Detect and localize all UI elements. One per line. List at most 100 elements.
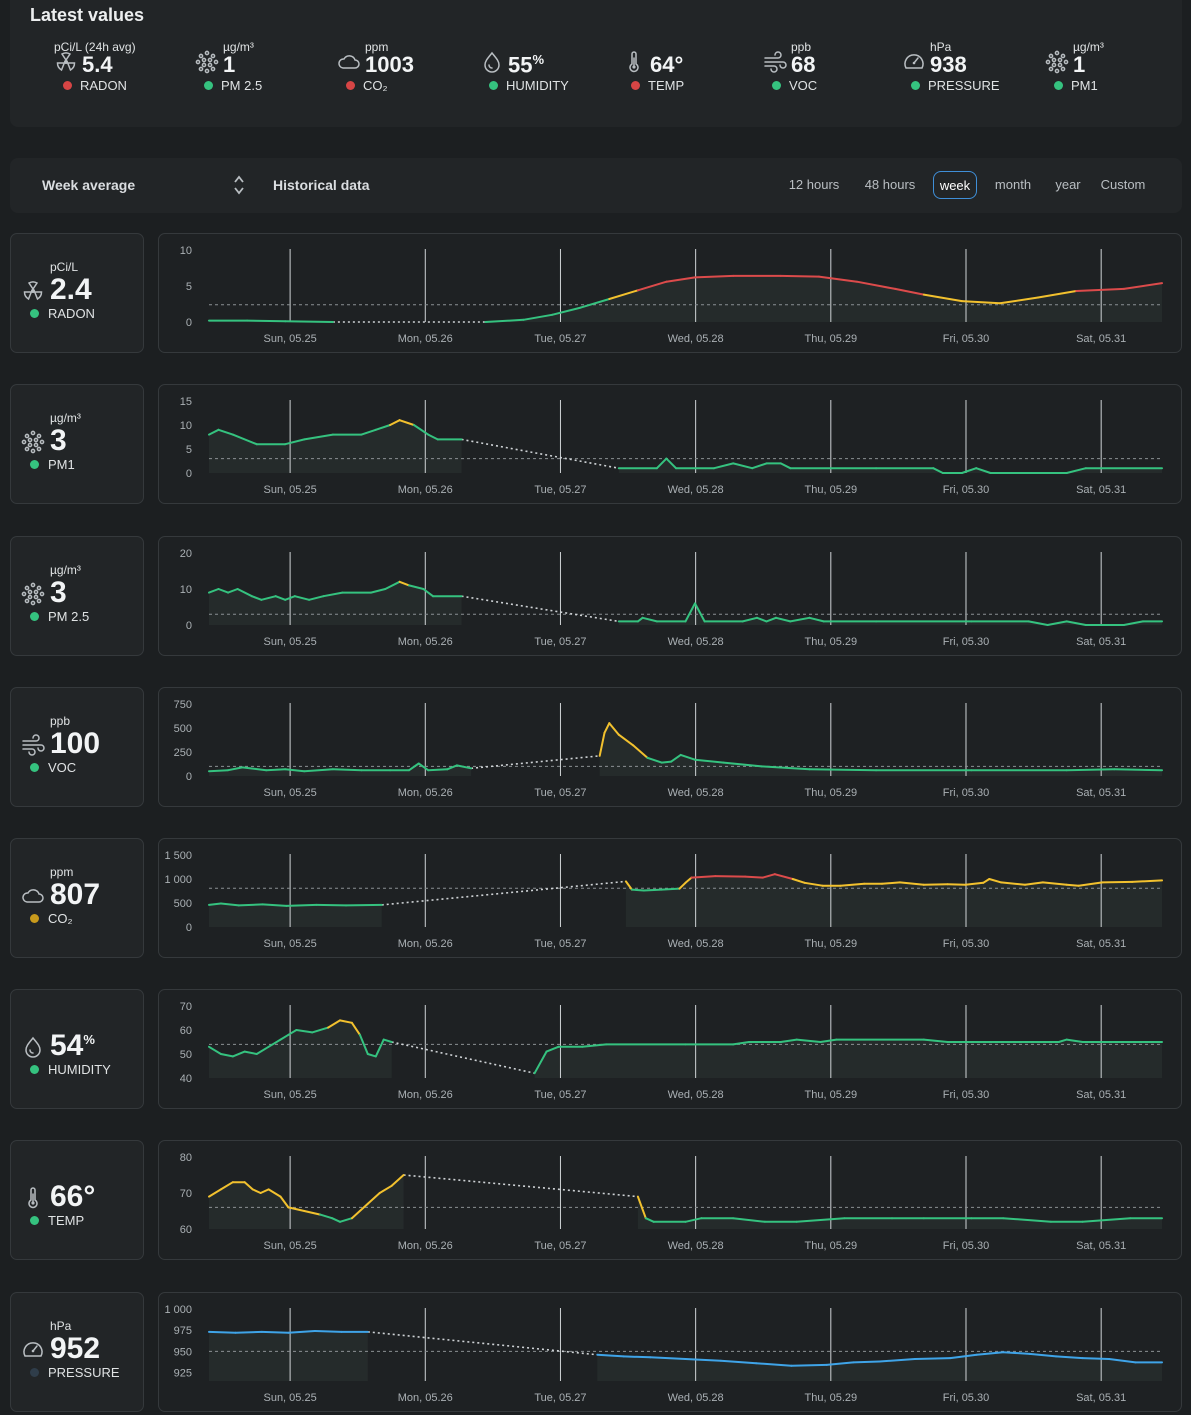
latest-pm1[interactable]: µg/m³ 1 PM1 [1045, 40, 1175, 100]
data-line [819, 1038, 838, 1043]
data-line [237, 903, 264, 907]
chart-pm25[interactable]: Sun, 05.25 Mon, 05.26 Tue, 05.27 Wed, 05.28… [158, 536, 1182, 656]
data-line [679, 753, 696, 761]
latest-radon[interactable]: pCi/L (24h avg) 5.4 RADON [54, 40, 184, 100]
chart-svg: Sun, 05.25 Mon, 05.26 Tue, 05.27 Wed, 05.28… [180, 245, 1163, 345]
thermometer-icon [21, 1186, 45, 1210]
latest-values-panel: Latest values pCi/L (24h avg) 5.4 RADON µg/… [10, 0, 1182, 127]
data-line [1108, 1358, 1137, 1364]
range-week[interactable]: week [933, 171, 977, 199]
y-tick-label: 0 [186, 620, 192, 632]
sort-icon[interactable] [232, 174, 246, 196]
latest-value-number: 64° [650, 52, 684, 77]
data-line [922, 1038, 949, 1043]
latest-value: 5.4 [82, 52, 113, 78]
data-line [646, 756, 663, 764]
chart-temp[interactable]: Sun, 05.25 Mon, 05.26 Tue, 05.27 Wed, 05.28… [158, 1140, 1182, 1260]
range-year[interactable]: year [1055, 177, 1081, 192]
range-48-hours[interactable]: 48 hours [864, 177, 916, 192]
data-line [932, 467, 944, 474]
latest-value: 1003 [365, 52, 414, 78]
sensor-card-co2[interactable]: ppm 807 CO₂ [10, 838, 144, 958]
data-line [331, 768, 363, 772]
latest-pressure[interactable]: hPa 938 PRESSURE [902, 40, 1032, 100]
data-line [261, 903, 288, 907]
data-line [370, 588, 387, 594]
sensor-card-humidity[interactable]: 54% HUMIDITY [10, 989, 144, 1109]
data-line [208, 1188, 222, 1198]
latest-co-[interactable]: ppm 1003 CO₂ [337, 40, 467, 100]
data-line [636, 1195, 647, 1220]
data-line [690, 875, 717, 879]
latest-value-number: 68 [791, 52, 816, 77]
chart-radon[interactable]: Sun, 05.25 Mon, 05.26 Tue, 05.27 Wed, 05.28… [158, 233, 1182, 353]
data-line [217, 588, 230, 594]
sensor-card-temp[interactable]: 66° TEMP [10, 1140, 144, 1260]
area-fill [209, 1331, 368, 1381]
area-fill [618, 603, 1162, 625]
data-line [789, 616, 811, 623]
y-tick-label: 70 [180, 1188, 192, 1200]
sensor-card-radon[interactable]: pCi/L 2.4 RADON [10, 233, 144, 353]
sensor-card-pm1[interactable]: µg/m³ 3 PM1 [10, 384, 144, 504]
particles-icon [21, 582, 45, 606]
sensor-value-number: 807 [50, 878, 101, 911]
data-line [779, 274, 820, 278]
sensor-card-pm25[interactable]: µg/m³ 3 PM 2.5 [10, 536, 144, 656]
chart-humidity[interactable]: Sun, 05.25 Mon, 05.26 Tue, 05.27 Wed, 05.28… [158, 989, 1182, 1109]
y-tick-label: 0 [186, 468, 192, 480]
data-line [795, 1038, 822, 1043]
chart-pm1[interactable]: Sun, 05.25 Mon, 05.26 Tue, 05.27 Wed, 05.28… [158, 384, 1182, 504]
data-line [982, 878, 991, 884]
latest-pm-2-5[interactable]: µg/m³ 1 PM 2.5 [195, 40, 325, 100]
range-month[interactable]: month [994, 177, 1032, 192]
week-average-label: Week average [42, 177, 136, 193]
x-tick-label: Sat, 05.31 [1076, 333, 1126, 345]
data-line [219, 1181, 234, 1191]
radon-icon [54, 50, 78, 74]
data-line [284, 768, 306, 773]
data-line [1065, 768, 1116, 772]
sensor-card-pressure[interactable]: hPa 952 PRESSURE [10, 1292, 144, 1412]
sensor-value: 952 [50, 1332, 100, 1366]
data-line [817, 275, 858, 283]
x-tick-label: Fri, 05.30 [943, 1240, 989, 1252]
data-line [913, 1357, 952, 1360]
data-line [315, 903, 347, 907]
chart-svg: Sun, 05.25 Mon, 05.26 Tue, 05.27 Wed, 05.28… [174, 699, 1163, 799]
y-tick-label: 500 [174, 723, 192, 735]
x-tick-label: Thu, 05.29 [805, 1392, 858, 1404]
data-line [960, 300, 1001, 305]
data-line [246, 319, 287, 323]
status-dot [30, 914, 39, 923]
data-line [287, 1206, 306, 1212]
cloud-icon [337, 50, 361, 74]
data-line [1024, 881, 1044, 886]
data-line [790, 1363, 828, 1367]
data-line [1002, 1351, 1031, 1355]
chart-co2[interactable]: Sun, 05.25 Mon, 05.26 Tue, 05.27 Wed, 05.28… [158, 838, 1182, 958]
range-12-hours[interactable]: 12 hours [788, 177, 840, 192]
latest-name: VOC [789, 78, 818, 93]
latest-voc[interactable]: ppb 68 VOC [763, 40, 893, 100]
gap-connector [391, 1041, 535, 1074]
y-tick-label: 1 500 [164, 850, 192, 862]
chart-pressure[interactable]: Sun, 05.25 Mon, 05.26 Tue, 05.27 Wed, 05.28… [158, 1292, 1182, 1412]
chart-voc[interactable]: Sun, 05.25 Mon, 05.26 Tue, 05.27 Wed, 05.28… [158, 687, 1182, 807]
sensor-value-number: 66° [50, 1180, 96, 1213]
latest-temp[interactable]: 64° TEMP [622, 40, 752, 100]
range-custom[interactable]: Custom [1100, 177, 1146, 192]
latest-values-title: Latest values [30, 5, 145, 25]
data-line [694, 274, 735, 279]
data-line [533, 1050, 548, 1075]
x-tick-label: Sat, 05.31 [1076, 1392, 1126, 1404]
data-line [227, 766, 244, 772]
data-line [313, 1330, 343, 1333]
area-fill [209, 903, 382, 927]
data-line [287, 1029, 298, 1036]
sensor-value: 807 [50, 878, 100, 912]
data-line [779, 1038, 798, 1043]
sensor-card-voc[interactable]: ppb 100 VOC [10, 687, 144, 807]
latest-humidity[interactable]: 55% HUMIDITY [480, 40, 610, 100]
droplet-icon [21, 1035, 45, 1059]
